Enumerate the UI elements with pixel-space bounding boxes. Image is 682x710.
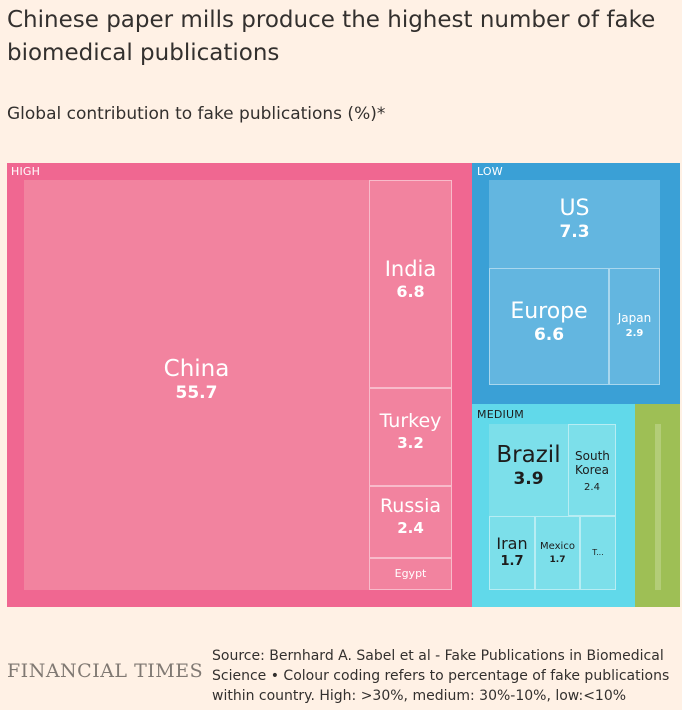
cell-us: US 7.3 — [489, 180, 660, 268]
cell-south-korea-label: South Korea — [575, 449, 610, 477]
cell-europe-value: 6.6 — [533, 325, 565, 346]
cell-egypt: Egypt — [369, 558, 452, 590]
cell-japan: Japan 2.9 — [609, 268, 660, 385]
cell-russia: Russia 2.4 — [369, 486, 452, 558]
cell-brazil-value: 3.9 — [513, 469, 544, 490]
cell-russia-text: Russia 2.4 — [370, 495, 451, 537]
source-note: Source: Bernhard A. Sabel et al - Fake P… — [212, 648, 670, 704]
cell-south-korea-text: South Korea 2.4 — [569, 449, 615, 495]
cell-europe-text: Europe 6.6 — [490, 299, 608, 346]
group-label-medium: MEDIUM — [477, 408, 524, 421]
cell-us-value: 7.3 — [559, 222, 590, 243]
cell-europe-label: Europe — [510, 299, 588, 324]
cell-europe: Europe 6.6 — [489, 268, 609, 385]
cell-truncated: T... — [580, 516, 616, 590]
group-label-low: LOW — [477, 165, 503, 178]
cell-turkey: Turkey 3.2 — [369, 388, 452, 486]
cell-turkey-value: 3.2 — [397, 433, 424, 452]
cell-mexico-value: 1.7 — [549, 554, 566, 565]
cell-russia-label: Russia — [379, 495, 442, 517]
chart-title: Chinese paper mills produce the highest … — [7, 7, 656, 66]
cell-brazil-label: Brazil — [496, 442, 561, 468]
cell-south-korea-value: 2.4 — [584, 482, 600, 493]
cell-china-text: China 55.7 — [24, 356, 369, 404]
cell-iran-text: Iran 1.7 — [490, 534, 534, 570]
cell-mexico: Mexico 1.7 — [535, 516, 580, 590]
cell-brazil: Brazil 3.9 — [489, 424, 568, 516]
ft-logo: FINANCIAL TIMES — [7, 660, 204, 682]
cell-russia-value: 2.4 — [397, 518, 424, 537]
group-other-inner — [655, 424, 661, 590]
cell-egypt-text: Egypt — [370, 567, 451, 581]
cell-india-value: 6.8 — [396, 282, 425, 302]
cell-south-korea: South Korea 2.4 — [568, 424, 616, 516]
cell-india-label: India — [384, 257, 437, 281]
cell-egypt-label: Egypt — [394, 567, 427, 580]
cell-iran: Iran 1.7 — [489, 516, 535, 590]
cell-mexico-text: Mexico 1.7 — [536, 541, 579, 565]
cell-turkey-label: Turkey — [379, 410, 442, 432]
cell-mexico-label: Mexico — [540, 541, 575, 552]
cell-china-value: 55.7 — [175, 383, 218, 404]
cell-china: China 55.7 — [24, 180, 369, 590]
cell-brazil-text: Brazil 3.9 — [489, 442, 568, 490]
cell-japan-value: 2.9 — [625, 327, 644, 339]
cell-us-text: US 7.3 — [489, 196, 660, 243]
cell-india-text: India 6.8 — [370, 257, 451, 302]
cell-china-label: China — [163, 356, 230, 382]
cell-us-label: US — [559, 196, 590, 221]
cell-india: India 6.8 — [369, 180, 452, 388]
cell-truncated-text: T... — [581, 548, 615, 557]
group-label-high: HIGH — [11, 165, 41, 178]
cell-japan-text: Japan 2.9 — [610, 311, 659, 339]
chart-subtitle: Global contribution to fake publications… — [7, 104, 386, 124]
cell-turkey-text: Turkey 3.2 — [370, 410, 451, 452]
cell-iran-label: Iran — [496, 534, 528, 553]
cell-iran-value: 1.7 — [500, 554, 524, 570]
cell-truncated-label: T... — [592, 548, 604, 557]
cell-japan-label: Japan — [617, 311, 652, 325]
